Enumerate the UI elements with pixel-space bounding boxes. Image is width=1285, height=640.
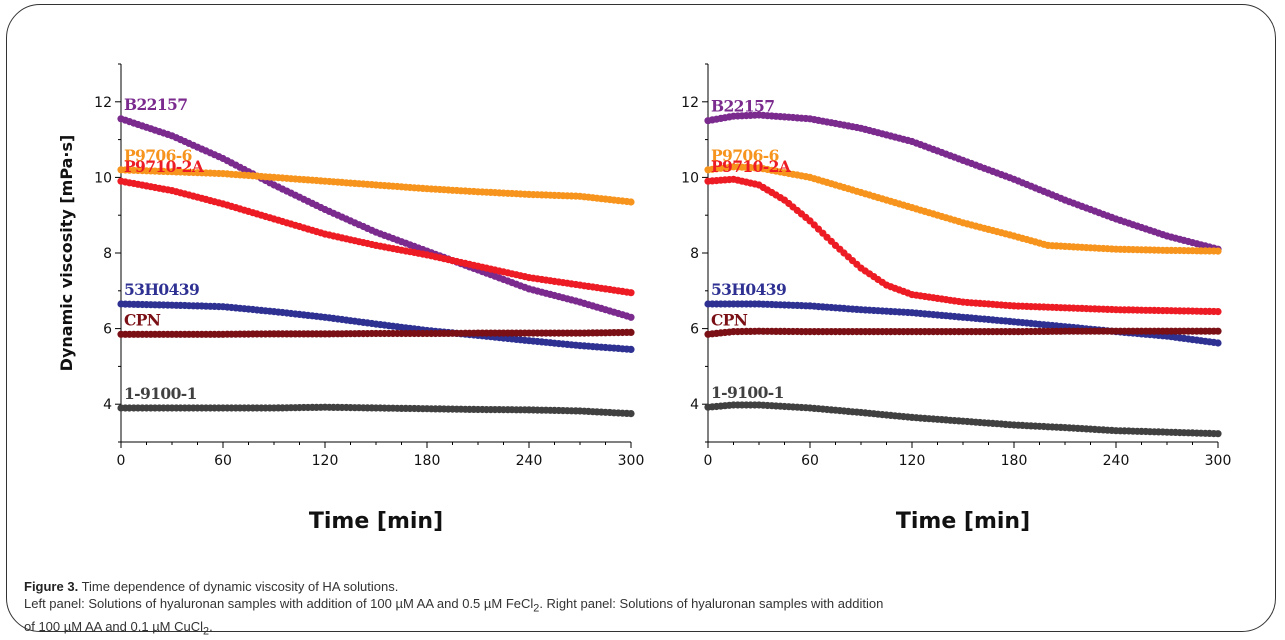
- y-tick-label: 8: [690, 246, 699, 262]
- series-label: B22157: [124, 95, 187, 114]
- x-tick-label: 180: [1001, 453, 1028, 469]
- data-point: [627, 410, 635, 418]
- caption-line1-prefix: Left panel: Solutions of hyaluronan samp…: [24, 596, 534, 611]
- caption-body-line-2: of 100 µM AA and 0.1 µM CuCl2.: [24, 618, 1264, 640]
- caption-line2-prefix: of 100 µM AA and 0.1 µM CuCl: [24, 618, 204, 634]
- figure-caption: Figure 3. Time dependence of dynamic vis…: [24, 578, 1264, 640]
- x-tick-label: 300: [618, 453, 645, 469]
- x-tick-label: 120: [899, 453, 926, 469]
- caption-line2-suffix: .: [209, 618, 213, 634]
- caption-title-line: Figure 3. Time dependence of dynamic vis…: [24, 578, 1264, 595]
- series-label: P9706-6: [124, 146, 192, 165]
- series-53H0439: 53H0439: [117, 280, 635, 353]
- series-label: 1-9100-1: [124, 384, 197, 403]
- series-label: CPN: [124, 310, 161, 329]
- series-B22157: B22157: [704, 97, 1222, 253]
- data-point: [627, 198, 635, 206]
- series-P9706-6: P9706-6: [704, 146, 1222, 255]
- data-point: [1214, 247, 1222, 255]
- y-tick-label: 10: [94, 170, 112, 186]
- x-tick-label: 120: [312, 453, 339, 469]
- series-label: CPN: [711, 310, 748, 329]
- series-label: 1-9100-1: [711, 383, 784, 402]
- series-P9710-2A: P9710-2A: [117, 157, 635, 297]
- caption-line2-sub: 2: [203, 625, 210, 638]
- data-point: [627, 328, 635, 336]
- data-point: [1214, 339, 1222, 347]
- data-point: [627, 289, 635, 297]
- y-tick-label: 12: [94, 95, 112, 111]
- caption-body-line-1: Left panel: Solutions of hyaluronan samp…: [24, 595, 1264, 618]
- series-P9706-6: P9706-6: [117, 146, 635, 206]
- series-label: P9710-2A: [711, 157, 792, 176]
- data-point: [1214, 327, 1222, 335]
- caption-figure-label: Figure 3.: [24, 579, 79, 594]
- series-CPN: CPN: [704, 310, 1222, 338]
- y-tick-label: 6: [690, 322, 699, 338]
- x-tick-label: 60: [801, 453, 819, 469]
- x-tick-label: 0: [117, 453, 126, 469]
- y-tick-label: 4: [690, 397, 699, 413]
- data-point: [1214, 308, 1222, 316]
- x-tick-label: 60: [214, 453, 232, 469]
- series-P9710-2A: P9710-2A: [704, 157, 1222, 316]
- data-point: [1214, 430, 1222, 438]
- series-1-9100-1: 1-9100-1: [117, 384, 635, 418]
- y-tick-label: 10: [681, 170, 699, 186]
- y-tick-label: 12: [681, 95, 699, 111]
- data-point: [627, 313, 635, 321]
- series-1-9100-1: 1-9100-1: [704, 383, 1222, 438]
- series-label: P9706-6: [711, 146, 779, 165]
- y-tick-label: 8: [103, 246, 112, 262]
- series-label: 53H0439: [124, 280, 199, 299]
- y-tick-label: 6: [103, 322, 112, 338]
- data-point: [627, 345, 635, 353]
- x-tick-label: 300: [1205, 453, 1232, 469]
- y-tick-label: 4: [103, 397, 112, 413]
- x-tick-label: 240: [1103, 453, 1130, 469]
- x-axis-title: Time [min]: [309, 509, 443, 534]
- x-tick-label: 0: [704, 453, 713, 469]
- series-label: 53H0439: [711, 280, 786, 299]
- y-axis-title: Dynamic viscosity [mPa·s]: [57, 135, 76, 372]
- series-label: B22157: [711, 97, 774, 116]
- figure-frame: [6, 4, 1276, 632]
- caption-line1-mid: . Right panel: Solutions of hyaluronan s…: [539, 596, 884, 611]
- series-label: P9710-2A: [124, 157, 205, 176]
- series-CPN: CPN: [117, 310, 635, 338]
- caption-title-text: Time dependence of dynamic viscosity of …: [81, 579, 399, 594]
- series-B22157: B22157: [117, 95, 635, 321]
- caption-line1-sub: 2: [533, 602, 540, 615]
- x-tick-label: 180: [414, 453, 441, 469]
- x-axis-title: Time [min]: [896, 509, 1030, 534]
- x-tick-label: 240: [516, 453, 543, 469]
